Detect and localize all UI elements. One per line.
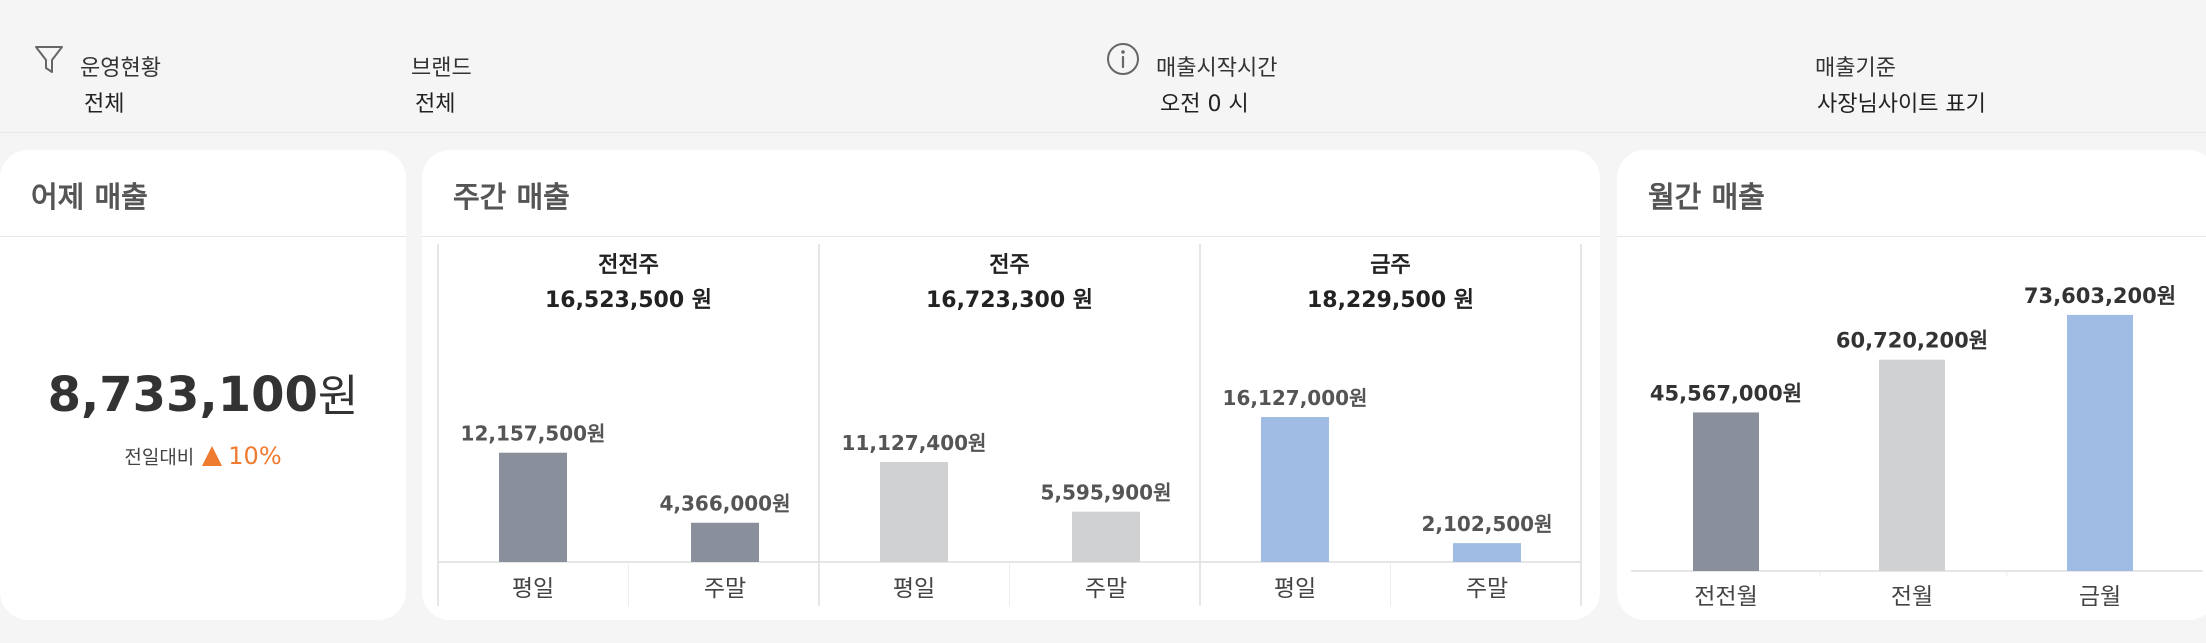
weekly-bar-value-label: 5,595,900원 [1040,481,1171,505]
yesterday-amount: 8,733,100원 [0,360,406,424]
weekly-bar-value-label: 2,102,500원 [1421,512,1552,536]
weekly-category-label: 평일 [1274,576,1316,602]
yesterday-sales-title: 어제 매출 [31,180,148,214]
start-time-value[interactable]: 오전 0 시 [1160,92,1249,117]
yesterday-amount-unit: 원 [317,371,359,422]
weekly-category-label: 평일 [512,576,554,602]
monthly-bar-value-label: 73,603,200원 [2024,284,2176,308]
weekly-bar [499,452,567,562]
operation-value[interactable]: 전체 [84,92,125,117]
weekly-category-label: 평일 [893,576,935,602]
compare-label: 전일대비 [124,446,195,469]
monthly-category-label: 금월 [2079,584,2121,610]
weekly-bar-value-label: 11,127,400원 [842,431,987,455]
filter-bar: 운영현황 전체 브랜드 전체 매출시작시간 오전 0 시 매출기준 사장님사이트… [0,0,2206,133]
weekly-bar [880,461,948,562]
weekly-bar [1261,417,1329,562]
filter-icon[interactable] [34,44,64,76]
group-total: 18,229,500 원 [1307,288,1474,313]
card-divider [0,236,406,237]
yesterday-compare: 전일대비 10% [0,442,406,470]
weekly-category-label: 주말 [704,576,746,602]
brand-label: 브랜드 [411,56,472,81]
basis-label: 매출기준 [1815,56,1896,81]
operation-label: 운영현황 [80,56,161,81]
weekly-bar [1072,511,1140,562]
weekly-category-label: 주말 [1085,576,1127,602]
monthly-category-label: 전전월 [1694,584,1757,610]
group-total: 16,523,500 원 [545,288,712,313]
monthly-bar [2067,314,2133,571]
trend-up-arrow-icon [202,446,223,466]
monthly-bar [1879,359,1945,571]
yesterday-sales-card: 어제 매출 8,733,100원 전일대비 10% [0,150,406,620]
card-divider [1617,236,2206,237]
monthly-sales-title: 월간 매출 [1648,180,1765,214]
weekly-bar-value-label: 12,157,500원 [461,422,606,446]
yesterday-amount-value: 8,733,100 [47,367,318,423]
weekly-category-label: 주말 [1466,576,1508,602]
weekly-bar-value-label: 4,366,000원 [659,492,790,516]
brand-value[interactable]: 전체 [415,92,456,117]
monthly-bar [1693,412,1759,571]
monthly-bar-value-label: 45,567,000원 [1650,381,1802,405]
weekly-bar [1453,543,1521,562]
weekly-bar [691,522,759,562]
start-time-label: 매출시작시간 [1156,56,1278,81]
monthly-bar-value-label: 60,720,200원 [1836,329,1988,353]
basis-value[interactable]: 사장님사이트 표기 [1817,92,1986,117]
group-name: 금주 [1370,253,1410,278]
group-name: 전전주 [598,253,659,278]
monthly-category-label: 전월 [1891,584,1933,610]
group-name: 전주 [989,253,1029,278]
group-total: 16,723,300 원 [926,288,1093,313]
info-icon[interactable] [1106,42,1140,76]
weekly-bar-value-label: 16,127,000원 [1223,386,1368,410]
compare-percent: 10% [228,442,282,470]
card-divider [422,236,1600,237]
weekly-sales-title: 주간 매출 [453,180,570,214]
